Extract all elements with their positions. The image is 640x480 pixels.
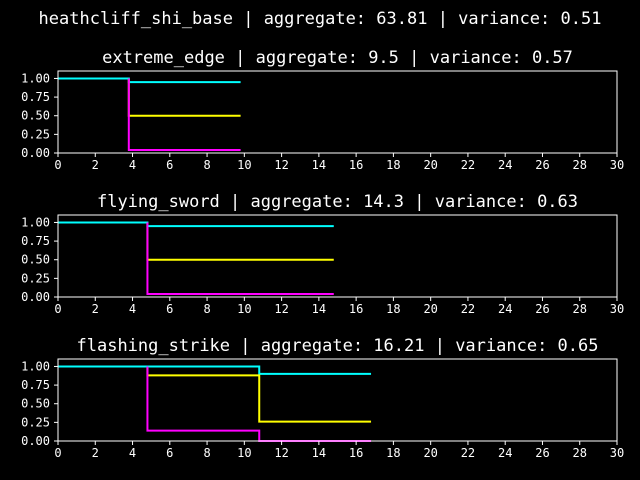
x-tick-label: 30 (610, 158, 624, 172)
axes-frame (57, 214, 618, 298)
series-line-3 (127, 78, 241, 152)
x-tick-label: 24 (498, 302, 512, 316)
x-tick-label: 20 (423, 158, 437, 172)
x-tick-label: 0 (54, 446, 61, 460)
x-tick-label: 4 (129, 302, 136, 316)
x-tick-label: 18 (386, 158, 400, 172)
x-tick-label: 2 (92, 302, 99, 316)
x-tick-label: 22 (461, 446, 475, 460)
y-tick-label: 1.00 (21, 359, 50, 373)
x-tick-label: 24 (498, 446, 512, 460)
x-tick-label: 6 (166, 446, 173, 460)
y-tick-label: 0.25 (21, 415, 50, 429)
x-tick-label: 30 (610, 446, 624, 460)
x-tick-label: 30 (610, 302, 624, 316)
x-tick-label: 14 (312, 158, 326, 172)
x-tick-label: 0 (54, 302, 61, 316)
y-tick-label: 0.00 (21, 434, 50, 448)
x-tick-label: 10 (237, 302, 251, 316)
subplot-title: flashing_strike | aggregate: 16.21 | var… (77, 336, 599, 356)
x-tick-label: 2 (92, 446, 99, 460)
x-tick-label: 28 (573, 302, 587, 316)
x-tick-label: 18 (386, 446, 400, 460)
x-tick-label: 28 (573, 158, 587, 172)
y-tick-label: 0.00 (21, 146, 50, 160)
x-tick-label: 6 (166, 302, 173, 316)
x-tick-label: 0 (54, 158, 61, 172)
x-tick-label: 14 (312, 302, 326, 316)
y-tick-label: 1.00 (21, 215, 50, 229)
y-tick-label: 0.00 (21, 290, 50, 304)
x-tick-label: 6 (166, 158, 173, 172)
series-line-1 (58, 365, 372, 375)
axes-frame (57, 358, 618, 442)
x-tick-label: 20 (423, 302, 437, 316)
x-tick-label: 12 (274, 158, 288, 172)
x-tick-label: 22 (461, 302, 475, 316)
x-tick-label: 16 (349, 302, 363, 316)
subplot-1: extreme_edge | aggregate: 9.5 | variance… (21, 48, 624, 172)
y-tick-label: 0.75 (21, 378, 50, 392)
series-line-3 (146, 222, 334, 296)
y-tick-label: 0.50 (21, 253, 50, 267)
x-tick-label: 20 (423, 446, 437, 460)
y-tick-label: 0.25 (21, 127, 50, 141)
x-tick-label: 4 (129, 446, 136, 460)
x-tick-label: 22 (461, 158, 475, 172)
subplot-title: flying_sword | aggregate: 14.3 | varianc… (97, 192, 578, 212)
x-tick-label: 18 (386, 302, 400, 316)
x-tick-label: 8 (203, 158, 210, 172)
x-tick-label: 26 (535, 302, 549, 316)
y-tick-label: 0.25 (21, 271, 50, 285)
x-tick-label: 12 (274, 446, 288, 460)
x-tick-label: 26 (535, 158, 549, 172)
figure-suptitle: heathcliff_shi_base | aggregate: 63.81 |… (39, 9, 602, 29)
y-tick-label: 0.50 (21, 109, 50, 123)
x-tick-label: 14 (312, 446, 326, 460)
x-tick-label: 4 (129, 158, 136, 172)
x-tick-label: 2 (92, 158, 99, 172)
x-tick-label: 16 (349, 446, 363, 460)
subplot-title: extreme_edge | aggregate: 9.5 | variance… (102, 48, 573, 68)
x-tick-label: 12 (274, 302, 288, 316)
x-tick-label: 26 (535, 446, 549, 460)
x-tick-label: 28 (573, 446, 587, 460)
x-tick-label: 16 (349, 158, 363, 172)
y-tick-label: 0.50 (21, 397, 50, 411)
y-tick-label: 1.00 (21, 71, 50, 85)
x-tick-label: 24 (498, 158, 512, 172)
axes-frame (57, 70, 618, 154)
subplot-3: flashing_strike | aggregate: 16.21 | var… (21, 336, 624, 460)
subplots: extreme_edge | aggregate: 9.5 | variance… (21, 48, 624, 460)
y-tick-label: 0.75 (21, 90, 50, 104)
x-tick-label: 8 (203, 446, 210, 460)
x-tick-label: 10 (237, 158, 251, 172)
y-tick-label: 0.75 (21, 234, 50, 248)
subplot-2: flying_sword | aggregate: 14.3 | varianc… (21, 192, 624, 316)
x-tick-label: 8 (203, 302, 210, 316)
x-tick-label: 10 (237, 446, 251, 460)
